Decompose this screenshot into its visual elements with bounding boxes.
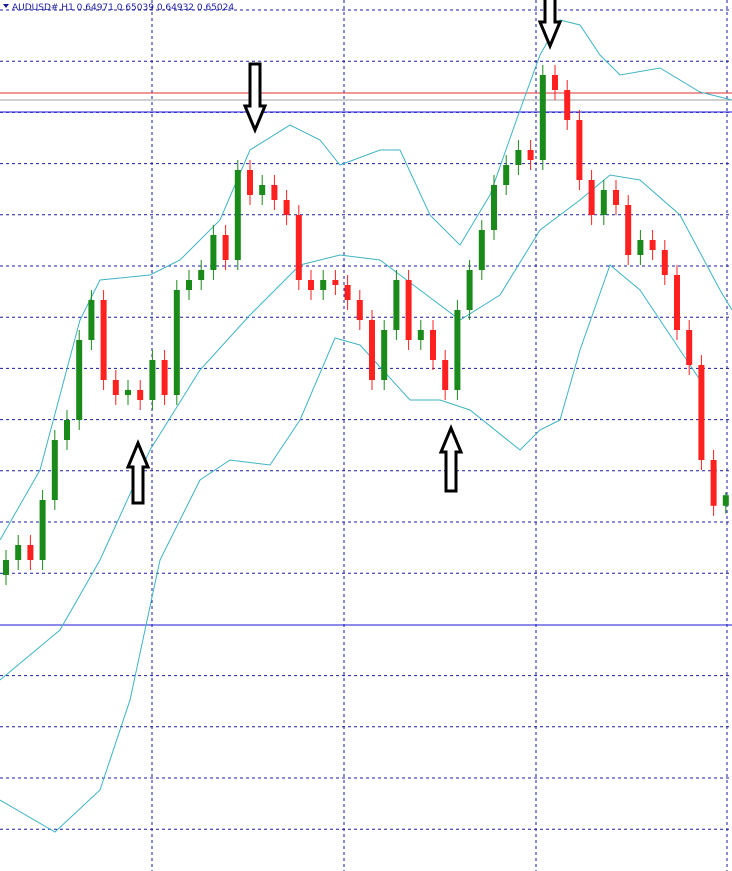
candle-body	[710, 460, 717, 506]
grid	[151, 0, 728, 871]
candle-body	[283, 200, 290, 215]
candle-body	[722, 495, 729, 506]
grid	[0, 9, 732, 830]
candles	[3, 65, 729, 585]
candle-body	[600, 190, 607, 215]
candle-body	[503, 165, 510, 185]
candle-body	[417, 330, 424, 340]
candle-body	[308, 280, 314, 290]
candle-body	[137, 390, 144, 400]
candle-body	[234, 170, 241, 260]
candle-body	[295, 215, 302, 280]
candle-body	[198, 270, 205, 280]
up-arrow	[438, 424, 464, 493]
candle-body	[210, 235, 217, 270]
candle-body	[27, 545, 34, 560]
candle-body	[515, 150, 522, 165]
candle-body	[100, 300, 107, 380]
candle-body	[161, 360, 168, 395]
candle-body	[625, 205, 632, 255]
down-arrow	[537, 0, 563, 50]
candle-body	[344, 285, 351, 300]
candle-body	[15, 545, 22, 560]
candle-body	[478, 230, 485, 270]
arrows	[125, 0, 563, 505]
candle-body	[64, 420, 70, 440]
candle-body	[576, 120, 583, 180]
candle-body	[405, 280, 412, 340]
candle-body	[527, 150, 534, 160]
candle-body	[393, 280, 400, 330]
candle-body	[149, 360, 156, 400]
candle-body	[332, 280, 339, 285]
candle-body	[381, 330, 388, 380]
up-arrow	[125, 439, 151, 505]
candle-body	[466, 270, 473, 310]
candle-body	[88, 300, 95, 340]
bollinger-middle	[0, 174, 732, 681]
candle-body	[564, 90, 571, 120]
candle-body	[125, 390, 131, 395]
candle-body	[588, 180, 595, 215]
candle-body	[39, 500, 46, 560]
candle-body	[76, 340, 83, 420]
candle-body	[222, 235, 229, 260]
candle-body	[186, 280, 192, 290]
down-arrow	[242, 62, 268, 134]
candle-body	[173, 290, 180, 395]
candle-body	[271, 185, 278, 200]
menu-triangle[interactable]	[3, 4, 9, 8]
candle-body	[442, 360, 449, 390]
candle-body	[491, 185, 497, 230]
candle-body	[454, 310, 461, 390]
candle-body	[51, 440, 58, 500]
candle-body	[552, 75, 558, 90]
candle-body	[356, 300, 363, 320]
candle-body	[247, 170, 253, 195]
candle-body	[112, 380, 119, 395]
candle-body	[430, 330, 436, 360]
candle-body	[320, 280, 327, 290]
candle-body	[259, 185, 266, 195]
candle-body	[686, 330, 693, 365]
candle-body	[369, 320, 375, 380]
bollinger-upper	[0, 19, 732, 541]
chart-title: AUDUSD#,H1 0.64971 0.65039 0.64932 0.650…	[12, 3, 234, 13]
candle-body	[698, 365, 705, 460]
candle-body	[613, 190, 619, 205]
candle-body	[3, 560, 9, 575]
candle-body	[539, 75, 546, 160]
candle-body	[649, 240, 656, 250]
candle-body	[661, 250, 668, 275]
candle-body	[674, 275, 680, 330]
candle-body	[637, 240, 644, 255]
